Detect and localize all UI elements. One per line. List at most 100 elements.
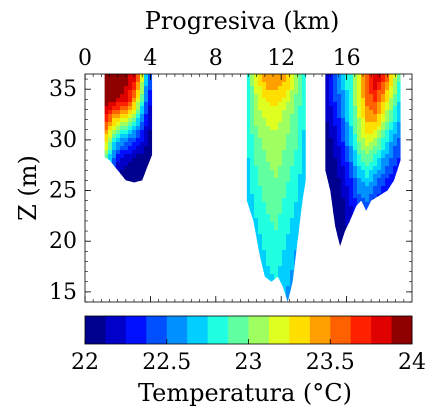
temperature-cell xyxy=(290,82,295,87)
temperature-cell xyxy=(108,118,113,123)
temperature-cell xyxy=(337,198,342,203)
temperature-cell xyxy=(294,110,299,115)
temperature-cell xyxy=(345,202,350,207)
temperature-cell xyxy=(112,94,117,99)
temperature-cell xyxy=(108,150,113,155)
temperature-cell xyxy=(112,114,117,119)
temperature-cell xyxy=(246,106,251,111)
temperature-cell xyxy=(258,210,263,215)
temperature-cell xyxy=(270,242,275,247)
temperature-cell xyxy=(333,78,338,83)
temperature-cell xyxy=(258,142,263,147)
temperature-cell xyxy=(266,266,271,271)
temperature-cell xyxy=(361,154,366,159)
temperature-cell xyxy=(286,154,291,159)
temperature-cell xyxy=(341,162,346,167)
temperature-cell xyxy=(369,82,374,87)
temperature-cell xyxy=(381,170,386,175)
temperature-cell xyxy=(278,210,283,215)
temperature-cell xyxy=(278,206,283,211)
temperature-cell xyxy=(294,206,299,211)
temperature-cell xyxy=(389,166,394,171)
temperature-cell xyxy=(298,90,303,95)
temperature-cell xyxy=(302,114,306,119)
temperature-cell xyxy=(294,134,299,139)
temperature-cell xyxy=(329,90,334,95)
temperature-cell xyxy=(397,98,401,103)
temperature-cell xyxy=(373,174,378,179)
temperature-cell xyxy=(329,122,334,127)
temperature-cell xyxy=(294,154,299,159)
temperature-cell xyxy=(290,262,295,267)
y-tick-label: 30 xyxy=(49,128,77,153)
temperature-cell xyxy=(377,82,382,87)
temperature-cell xyxy=(266,190,271,195)
temperature-cell xyxy=(270,142,275,147)
temperature-cell xyxy=(108,146,113,151)
temperature-cell xyxy=(148,98,153,103)
temperature-cell xyxy=(298,138,303,143)
temperature-cell xyxy=(266,262,271,267)
temperature-cell xyxy=(104,154,109,159)
temperature-cell xyxy=(353,202,358,207)
temperature-cell xyxy=(258,150,263,155)
temperature-cell xyxy=(286,254,291,259)
temperature-cell xyxy=(274,254,279,259)
temperature-cell xyxy=(377,78,382,83)
temperature-cell xyxy=(302,94,306,99)
temperature-cell xyxy=(353,150,358,155)
temperature-cell xyxy=(294,246,299,251)
temperature-cell xyxy=(373,166,378,171)
temperature-cell xyxy=(298,110,303,115)
temperature-cell xyxy=(361,134,366,139)
temperature-cell xyxy=(274,94,279,99)
temperature-cell xyxy=(341,130,346,135)
temperature-cell xyxy=(250,202,255,207)
colorbar-segment xyxy=(330,316,352,344)
temperature-cell xyxy=(262,270,267,275)
temperature-cell xyxy=(266,150,271,155)
temperature-cell xyxy=(353,166,358,171)
temperature-cell xyxy=(262,218,267,223)
temperature-cell xyxy=(270,118,275,123)
temperature-cell xyxy=(148,114,153,119)
temperature-cell xyxy=(298,130,303,135)
temperature-cell xyxy=(361,166,366,171)
temperature-cell xyxy=(266,258,271,263)
temperature-cell xyxy=(262,158,267,163)
temperature-cell xyxy=(120,130,125,135)
temperature-cell xyxy=(274,178,279,183)
temperature-cell xyxy=(286,158,291,163)
temperature-cell xyxy=(116,78,121,83)
temperature-cell xyxy=(294,186,299,191)
temperature-cell xyxy=(140,150,145,155)
temperature-cell xyxy=(262,134,267,139)
temperature-cell xyxy=(266,210,271,215)
temperature-cell xyxy=(337,154,342,159)
colorbar-tick-label: 23.5 xyxy=(306,350,355,375)
temperature-cell xyxy=(278,198,283,203)
temperature-cell xyxy=(282,238,287,243)
temperature-cell xyxy=(254,74,259,79)
temperature-cell xyxy=(278,270,283,275)
temperature-cell xyxy=(136,130,141,135)
temperature-cell xyxy=(282,278,287,283)
temperature-cell xyxy=(302,78,306,83)
temperature-cell xyxy=(302,126,306,131)
temperature-cell xyxy=(270,82,275,87)
temperature-cell xyxy=(290,118,295,123)
temperature-cell xyxy=(278,246,283,251)
temperature-cell xyxy=(120,102,125,107)
temperature-cell xyxy=(132,82,137,87)
temperature-cell xyxy=(349,186,354,191)
temperature-cell xyxy=(357,94,362,99)
temperature-cell xyxy=(258,130,263,135)
temperature-cell xyxy=(262,202,267,207)
temperature-cell xyxy=(270,174,275,179)
temperature-cell xyxy=(286,202,291,207)
temperature-cell xyxy=(144,82,149,87)
temperature-cell xyxy=(278,114,283,119)
temperature-cell xyxy=(250,102,255,107)
temperature-cell xyxy=(132,102,137,107)
temperature-cell xyxy=(286,118,291,123)
